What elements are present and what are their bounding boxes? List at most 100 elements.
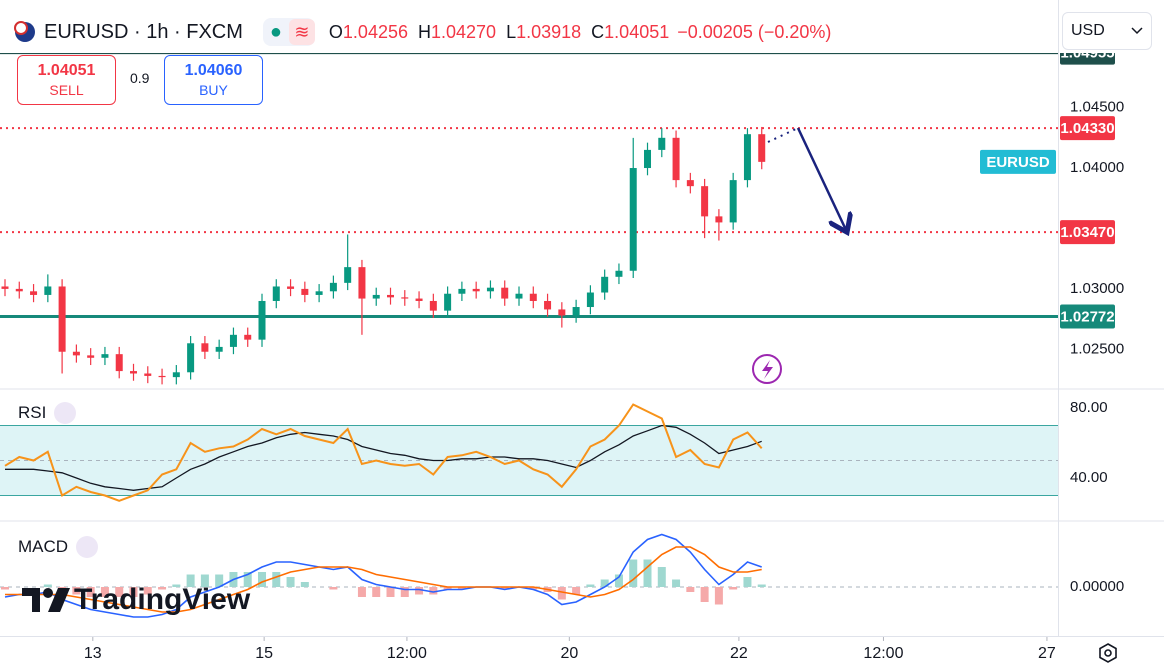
x-tick-label: 27 [1038, 645, 1056, 662]
level-tag: 1.03470 [1060, 220, 1115, 245]
histogram-bar [357, 587, 366, 597]
candle-body [287, 286, 295, 289]
legend-header: EURUSD · 1h · FXCM ● ≋ O 1.04256 H 1.04270 … [14, 16, 831, 48]
macd-line [4, 533, 762, 618]
candle-body [743, 134, 751, 181]
histogram-bar [600, 579, 609, 587]
candle-body [701, 186, 709, 217]
candle-body [401, 297, 409, 299]
y-tick-label: 80.00 [1070, 399, 1108, 416]
candle-body [30, 291, 38, 295]
histogram-bar [572, 587, 581, 595]
level-tag-box [1060, 116, 1115, 141]
histogram-bar [1, 587, 9, 590]
candle-body [387, 294, 395, 298]
candle-body [529, 293, 537, 301]
histogram-bar [529, 587, 538, 590]
watermark: TradingView [22, 583, 250, 617]
candle-body [244, 334, 252, 340]
level-tag-box [1060, 304, 1115, 329]
x-tick-label: 12:00 [863, 645, 903, 662]
buy-button[interactable]: 1.04060 BUY [164, 55, 263, 105]
candle-body [644, 149, 652, 169]
histogram-bar [172, 584, 181, 587]
status-pill[interactable]: ● ≋ [262, 18, 315, 46]
candle-body [344, 267, 352, 283]
candle-body [658, 137, 666, 150]
indicator-title: RSI [18, 403, 47, 422]
rsi-pane [0, 403, 1058, 502]
histogram-bar [714, 587, 723, 605]
sell-label: SELL [49, 82, 84, 98]
currency-select[interactable]: USD [1062, 12, 1152, 50]
histogram-bar [243, 572, 252, 587]
indicator-icon[interactable] [54, 402, 77, 424]
candle-body [315, 291, 323, 295]
chevron [1131, 27, 1143, 35]
candle-body [72, 351, 80, 356]
y-tick-label: 1.03000 [1070, 280, 1124, 297]
candle-body [572, 307, 580, 316]
candle-body [629, 168, 637, 271]
histogram-bar [100, 587, 109, 597]
histogram-bar [158, 587, 167, 590]
sell-button[interactable]: 1.04051 SELL [17, 55, 116, 105]
ohlc-key: L [506, 21, 517, 42]
level-tag-label: 1.04955 [1060, 45, 1114, 62]
symbol[interactable]: EURUSD · 1h · FXCM [44, 20, 243, 43]
histogram-bar [614, 574, 623, 587]
candle-body [472, 288, 480, 292]
histogram-bar [657, 567, 666, 587]
candle-body [115, 354, 123, 372]
price-pane: 1.04955 1.04330 1.03470 1.02772 EURUSD [0, 45, 1115, 385]
x-tick-label: 15 [255, 645, 273, 662]
histogram-bar [586, 584, 595, 587]
currency: USD [1071, 22, 1105, 39]
candle-body [544, 300, 552, 310]
ohlc-value: 1.03918 [516, 21, 582, 42]
candle-body [601, 276, 609, 293]
level-tag: 1.04955 [1060, 45, 1115, 65]
histogram-bar [643, 559, 652, 587]
candle-body [87, 355, 95, 358]
candle-body [558, 309, 566, 316]
alert-icon [752, 354, 782, 384]
level-tag-label: 1.03470 [1060, 224, 1114, 241]
buy-label: BUY [199, 82, 228, 98]
histogram-bar [143, 587, 152, 595]
macd-line [5, 546, 762, 613]
histogram-bar [215, 574, 224, 587]
candle-body [686, 180, 694, 187]
x-tick-label: 22 [730, 645, 748, 662]
histogram-bar [700, 587, 709, 602]
candle-body [615, 270, 623, 277]
histogram-bar [443, 587, 452, 590]
histogram-bar [72, 587, 81, 595]
macd-legend: MACD [18, 536, 99, 558]
histogram-bar [186, 574, 195, 587]
ohlc-value: 1.04051 [604, 21, 670, 42]
candle-body [258, 300, 266, 340]
settings-icon[interactable] [1099, 643, 1117, 663]
candle-body [301, 288, 309, 295]
candle-body [415, 298, 423, 301]
flag-icon [14, 21, 35, 42]
candle-body [358, 267, 366, 299]
level-tag-label: 1.02772 [1060, 308, 1114, 325]
candle-body [158, 375, 166, 378]
candle-body [58, 286, 66, 352]
x-tick-label: 13 [84, 645, 102, 662]
y-tick-label: 0.00000 [1070, 578, 1124, 595]
histogram-bar [557, 587, 566, 600]
y-tick-label: 40.00 [1070, 469, 1108, 486]
indicator-icon[interactable] [76, 536, 99, 558]
histogram-bar [672, 579, 681, 587]
ohlc-key: O [328, 21, 343, 42]
x-tick-label: 20 [560, 645, 578, 662]
histogram-bar [200, 574, 209, 587]
histogram-bar [372, 587, 381, 597]
ohlc-key: C [591, 21, 605, 42]
candle-body [586, 292, 594, 308]
level-tag-label: 1.04330 [1060, 120, 1114, 137]
